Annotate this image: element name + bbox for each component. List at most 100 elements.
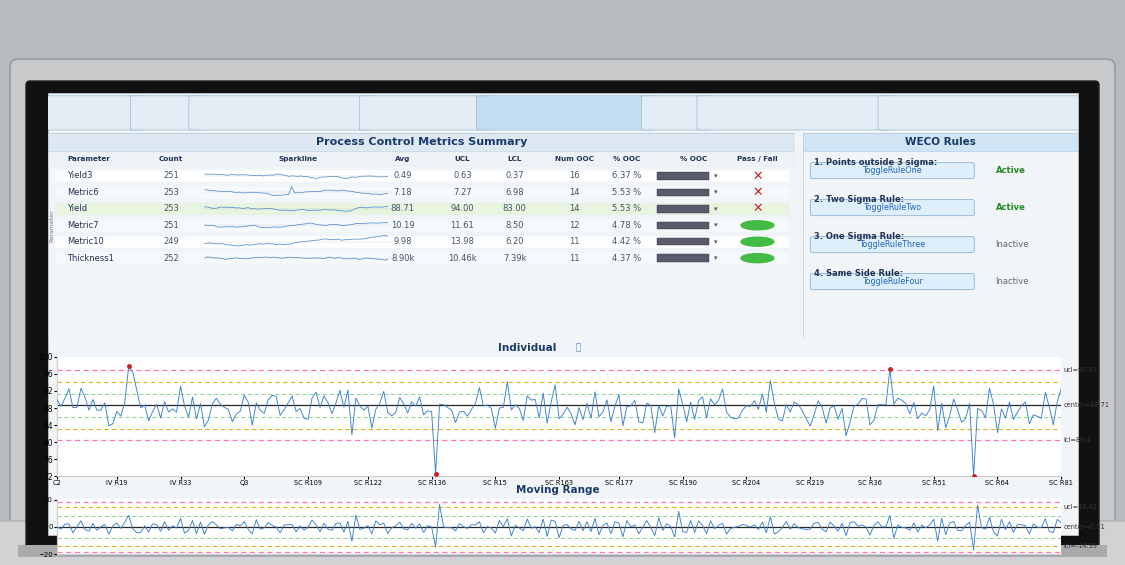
Text: ▾: ▾ bbox=[714, 238, 718, 245]
Text: Count: Count bbox=[159, 156, 183, 162]
Text: EWMA: EWMA bbox=[655, 107, 680, 116]
Text: Parameter: Parameter bbox=[50, 209, 54, 242]
Text: 7.18: 7.18 bbox=[394, 188, 412, 197]
Text: 0.63: 0.63 bbox=[453, 171, 471, 180]
Text: ToggleRuleThree: ToggleRuleThree bbox=[860, 240, 926, 249]
Text: 3. One Sigma Rule:: 3. One Sigma Rule: bbox=[814, 232, 905, 241]
Text: Yield3: Yield3 bbox=[66, 171, 92, 180]
Text: 2. Two Sigma Rule:: 2. Two Sigma Rule: bbox=[814, 195, 905, 204]
Text: ▾: ▾ bbox=[714, 173, 718, 179]
Text: 10.19: 10.19 bbox=[390, 221, 414, 230]
Text: ✕: ✕ bbox=[753, 186, 763, 199]
Text: ToggleRuleOne: ToggleRuleOne bbox=[863, 166, 922, 175]
Text: 6.98: 6.98 bbox=[505, 188, 524, 197]
Text: ucl=14.41: ucl=14.41 bbox=[1063, 504, 1097, 510]
Text: Set Control Limits: Set Control Limits bbox=[384, 109, 448, 115]
Bar bbox=[48, 93, 1078, 535]
Text: 253: 253 bbox=[163, 188, 179, 197]
Text: 10.46k: 10.46k bbox=[448, 254, 477, 263]
Text: Moving Range: Moving Range bbox=[516, 485, 600, 495]
Text: lcl=-14.39: lcl=-14.39 bbox=[1063, 544, 1097, 549]
Text: Metric6: Metric6 bbox=[66, 188, 98, 197]
FancyBboxPatch shape bbox=[130, 96, 205, 130]
Text: Active: Active bbox=[996, 166, 1025, 175]
Text: LCL: LCL bbox=[507, 156, 522, 162]
Text: 83.00: 83.00 bbox=[503, 205, 526, 214]
Text: ucl=97.03: ucl=97.03 bbox=[1063, 367, 1097, 372]
Bar bbox=[55, 236, 789, 248]
Text: What is SPC?: What is SPC? bbox=[58, 107, 108, 116]
Bar bbox=[657, 238, 709, 245]
Circle shape bbox=[741, 237, 774, 246]
FancyBboxPatch shape bbox=[810, 237, 974, 253]
Circle shape bbox=[741, 221, 774, 230]
FancyBboxPatch shape bbox=[359, 96, 492, 130]
Bar bbox=[657, 254, 709, 262]
Text: 5.53 %: 5.53 % bbox=[612, 188, 641, 197]
Text: 11: 11 bbox=[569, 254, 579, 263]
Text: 251: 251 bbox=[163, 221, 179, 230]
Text: 7.39k: 7.39k bbox=[503, 254, 526, 263]
FancyBboxPatch shape bbox=[810, 199, 974, 216]
Text: WECO Rules: WECO Rules bbox=[904, 137, 975, 147]
Text: 7.27: 7.27 bbox=[453, 188, 471, 197]
Text: 13.98: 13.98 bbox=[450, 237, 475, 246]
Text: Individual: Individual bbox=[498, 342, 557, 353]
Text: 1. Points outside 3 sigma:: 1. Points outside 3 sigma: bbox=[814, 158, 937, 167]
Text: ▾: ▾ bbox=[714, 222, 718, 228]
Text: Parameter: Parameter bbox=[68, 156, 110, 162]
Text: 249: 249 bbox=[163, 237, 179, 246]
Text: 252: 252 bbox=[163, 254, 179, 263]
Text: 4.78 %: 4.78 % bbox=[612, 221, 641, 230]
Text: Thickness1: Thickness1 bbox=[66, 254, 114, 263]
Text: 16: 16 bbox=[569, 171, 579, 180]
Text: lcl=80.4: lcl=80.4 bbox=[1063, 437, 1091, 444]
FancyBboxPatch shape bbox=[189, 96, 375, 130]
Text: 0.37: 0.37 bbox=[505, 171, 524, 180]
Text: 253: 253 bbox=[163, 205, 179, 214]
Text: Yield: Yield bbox=[66, 205, 87, 214]
Text: center=88.71: center=88.71 bbox=[1063, 402, 1109, 408]
Text: Metric7: Metric7 bbox=[66, 221, 98, 230]
FancyBboxPatch shape bbox=[39, 96, 146, 130]
Bar bbox=[55, 252, 789, 264]
Text: 9.98: 9.98 bbox=[394, 237, 412, 246]
Text: Control Charts Dashboard (2): Control Charts Dashboard (2) bbox=[736, 109, 835, 115]
Text: 5.53 %: 5.53 % bbox=[612, 205, 641, 214]
Bar bbox=[48, 133, 794, 151]
FancyBboxPatch shape bbox=[10, 59, 1115, 565]
Text: Avg: Avg bbox=[395, 156, 411, 162]
FancyBboxPatch shape bbox=[477, 96, 657, 130]
Text: 94.00: 94.00 bbox=[451, 205, 475, 214]
Text: ×: × bbox=[628, 99, 634, 108]
Text: 14: 14 bbox=[569, 188, 579, 197]
Text: % OOC: % OOC bbox=[613, 156, 640, 162]
Text: 6.37 %: 6.37 % bbox=[612, 171, 641, 180]
FancyBboxPatch shape bbox=[810, 163, 974, 179]
FancyBboxPatch shape bbox=[0, 521, 1125, 565]
Text: Control Charts with Drill-down: Control Charts with Drill-down bbox=[921, 109, 1022, 115]
Bar bbox=[55, 170, 789, 182]
Bar bbox=[48, 153, 794, 166]
Text: Metric10: Metric10 bbox=[66, 237, 104, 246]
Text: ✕: ✕ bbox=[753, 202, 763, 215]
Bar bbox=[55, 186, 789, 199]
FancyBboxPatch shape bbox=[878, 96, 1086, 130]
Text: 251: 251 bbox=[163, 171, 179, 180]
Text: ToggleRuleFour: ToggleRuleFour bbox=[862, 277, 922, 286]
Bar bbox=[657, 172, 709, 180]
FancyBboxPatch shape bbox=[698, 96, 893, 130]
FancyBboxPatch shape bbox=[641, 96, 712, 130]
Bar bbox=[657, 221, 709, 229]
Text: Active: Active bbox=[996, 203, 1025, 212]
Text: Theory: Theory bbox=[144, 107, 171, 116]
Text: 11: 11 bbox=[569, 237, 579, 246]
Text: UCL: UCL bbox=[455, 156, 470, 162]
Text: ▾: ▾ bbox=[714, 189, 718, 195]
Text: Sparkline: Sparkline bbox=[279, 156, 317, 162]
Bar bbox=[657, 205, 709, 212]
Bar bbox=[55, 219, 789, 232]
Bar bbox=[55, 203, 789, 215]
Text: Num OOC: Num OOC bbox=[555, 156, 594, 162]
Text: ▾: ▾ bbox=[714, 206, 718, 212]
